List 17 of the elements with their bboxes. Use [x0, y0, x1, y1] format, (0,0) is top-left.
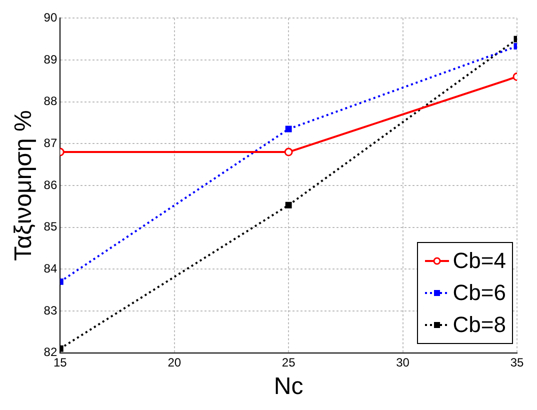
y-tick-label: 87	[44, 136, 58, 150]
y-tick-label: 86	[44, 178, 58, 192]
y-tick-label: 85	[44, 220, 58, 234]
legend-label: Cb=6	[452, 279, 506, 307]
y-tick-label: 89	[44, 52, 58, 66]
legend-label: Cb=4	[452, 247, 506, 275]
legend-label: Cb=8	[452, 311, 506, 339]
x-axis-title: Nc	[274, 373, 304, 400]
x-tick-label: 25	[282, 355, 296, 370]
x-tick-label: 30	[396, 355, 410, 370]
x-tick-label: 35	[510, 355, 524, 370]
x-tick-label: 20	[168, 355, 182, 370]
y-tick-label: 90	[44, 10, 58, 25]
y-tick-label: 83	[44, 303, 58, 318]
y-tick-label: 88	[44, 94, 58, 108]
y-axis-title: Ταξινομηση %	[10, 110, 38, 261]
y-tick-label: 84	[44, 261, 58, 276]
